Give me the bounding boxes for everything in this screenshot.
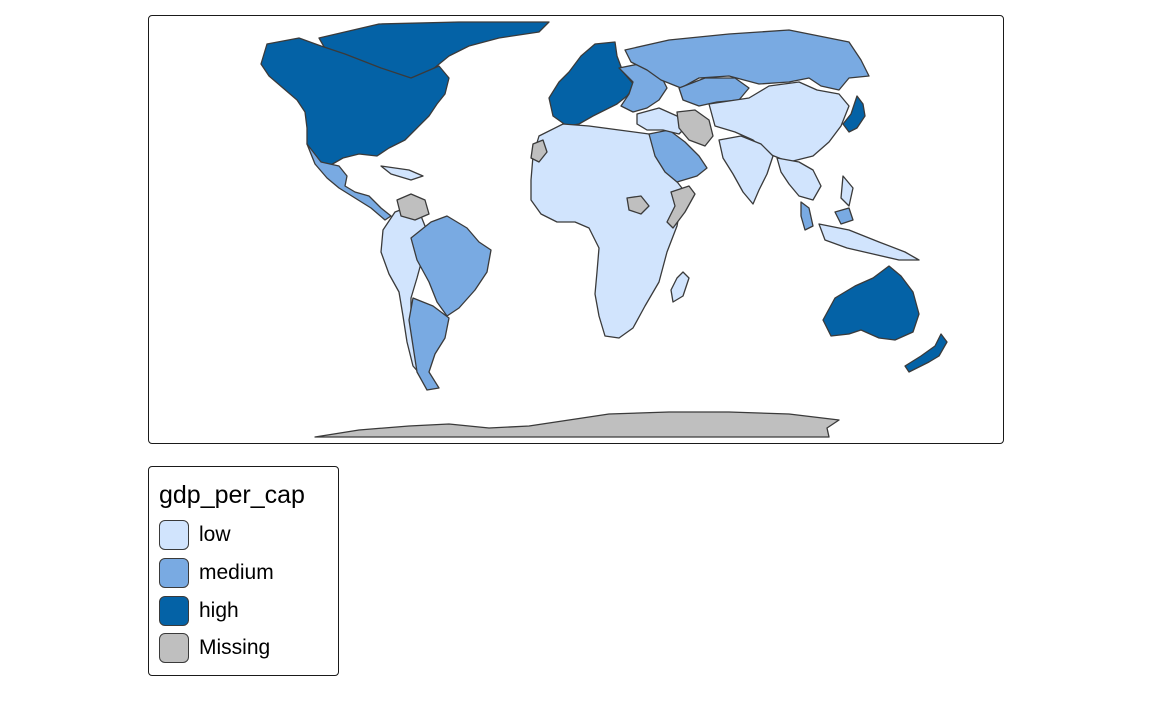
map-region-arabian-peninsula [648,129,708,183]
map-region-australia [822,265,920,341]
map-region-antarctica [314,411,840,438]
legend-item-high: high [159,596,334,628]
map-panel [148,15,1004,444]
world-choropleth-map [260,21,948,438]
legend-label: low [199,523,231,546]
map-region-iran-afghanistan [676,109,714,147]
map-region-caribbean [380,165,424,181]
map-region-western-sahara [530,139,548,163]
legend-swatch-high [159,596,189,626]
legend-item-low: low [159,520,334,552]
legend-label: medium [199,561,274,584]
map-region-madagascar [670,271,690,303]
legend-label: Missing [199,636,271,659]
legend-swatch-missing [159,633,189,663]
map-region-southern-cone [408,297,450,391]
legend-label: high [199,599,239,622]
map-region-russia [624,29,870,91]
map-region-mexico-central-america [306,143,392,221]
map-region-china-central-asia [708,81,850,163]
legend-item-medium: medium [159,558,334,590]
map-region-brazil [410,215,492,317]
map-region-western-europe [548,41,636,127]
legend-title: gdp_per_cap [159,481,305,509]
legend-swatch-medium [159,558,189,588]
map-region-north-america [260,37,450,167]
legend-swatch-low [159,520,189,550]
map-region-somalia [666,185,696,229]
map-region-southeast-asia [776,157,920,261]
map-legend: gdp_per_cap low medium high Missing [148,466,339,676]
legend-item-missing: Missing [159,633,334,665]
map-region-venezuela [396,193,430,221]
map-region-india-south-asia [718,135,774,205]
map-region-middle-east [636,107,688,135]
map-region-south-sudan [626,195,650,215]
map-region-new-zealand [904,333,948,373]
map-region-japan [842,95,866,133]
map-region-malaysia [800,201,854,231]
